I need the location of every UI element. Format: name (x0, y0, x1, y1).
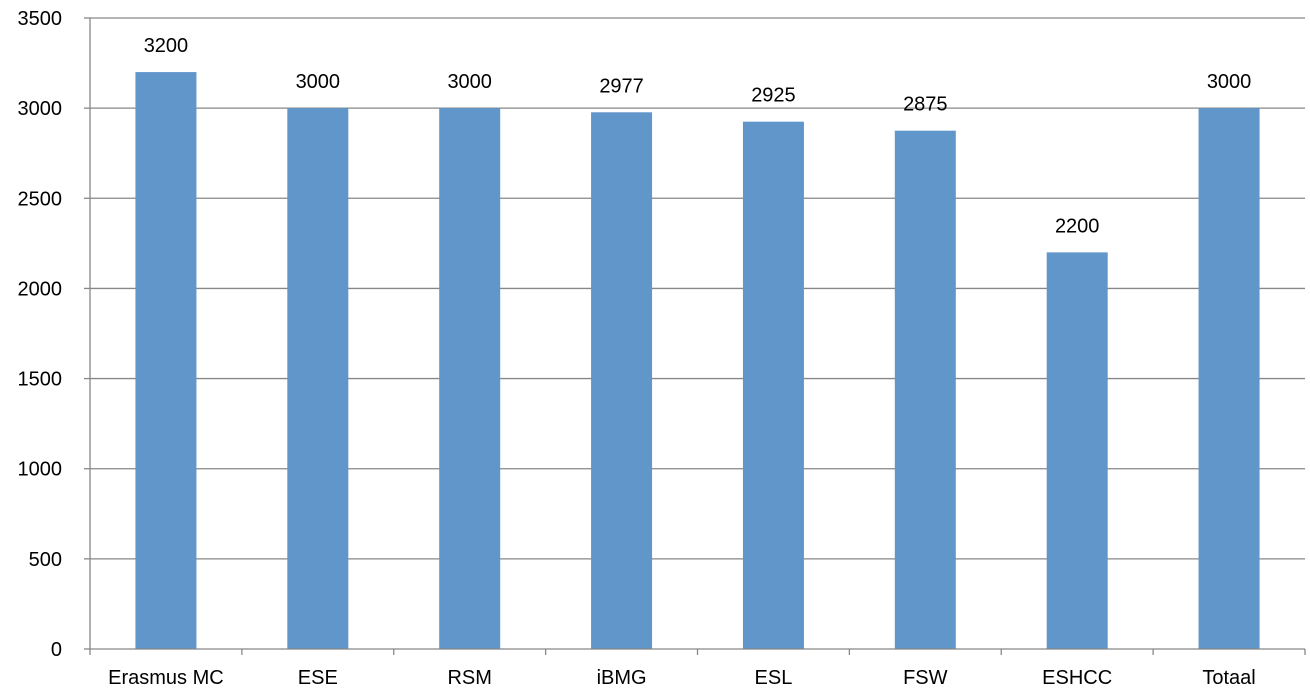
y-tick-label: 3500 (18, 8, 63, 30)
data-label: 3000 (296, 71, 341, 93)
x-tick-label: ESL (755, 667, 793, 689)
bar-rsm (439, 108, 501, 649)
bar-eshcc (1046, 252, 1108, 649)
data-label: 2977 (599, 75, 644, 97)
y-tick-label: 0 (51, 639, 62, 661)
bar-totaal (1198, 108, 1260, 649)
bar-ibmg (591, 112, 653, 649)
y-tick-label: 2500 (18, 188, 63, 210)
x-tick-label: ESE (298, 667, 338, 689)
axes (84, 17, 1306, 655)
labels: 0 500 1000 1500 2000 2500 3000 3500 3200 Erasmus … (18, 8, 1256, 689)
data-label: 3000 (447, 71, 492, 93)
x-tick-label: Totaal (1202, 667, 1255, 689)
y-tick-label: 3000 (18, 98, 63, 120)
x-tick-label: Erasmus MC (108, 667, 224, 689)
gridlines (90, 17, 1305, 560)
x-tick-label: ESHCC (1042, 667, 1112, 689)
x-tick-label: RSM (447, 667, 491, 689)
data-label: 3000 (1207, 71, 1252, 93)
bar-ese (287, 108, 349, 649)
bar-fsw (894, 130, 956, 649)
y-tick-label: 500 (29, 549, 62, 571)
y-tick-label: 2000 (18, 278, 63, 300)
data-label: 2200 (1055, 215, 1100, 237)
bars (135, 72, 1260, 650)
bar-esl (742, 121, 804, 649)
bar-erasmus-mc (135, 72, 197, 650)
x-tick-label: iBMG (597, 667, 647, 689)
data-label: 2925 (751, 85, 796, 107)
y-tick-label: 1500 (18, 369, 63, 391)
y-tick-label: 1000 (18, 459, 63, 481)
x-tick-label: FSW (903, 667, 948, 689)
data-label: 2875 (903, 94, 948, 116)
data-label: 3200 (144, 35, 189, 57)
